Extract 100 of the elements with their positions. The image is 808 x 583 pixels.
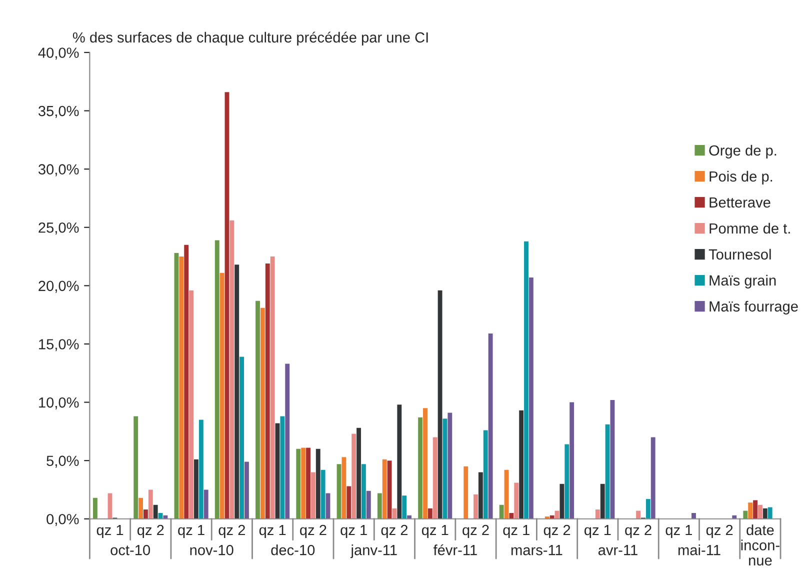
text: nov-10 bbox=[190, 544, 234, 556]
bar bbox=[306, 448, 310, 519]
bar bbox=[356, 428, 361, 519]
bar bbox=[265, 264, 270, 519]
bar bbox=[352, 434, 356, 519]
text: oct-10 bbox=[110, 544, 150, 556]
bar bbox=[423, 408, 428, 519]
x-tick-label: qz 2 bbox=[706, 524, 733, 538]
bar bbox=[595, 510, 600, 519]
x-tick-label: qz 1 bbox=[666, 525, 692, 538]
bar bbox=[646, 499, 650, 519]
x-tick-label: qz 1 bbox=[96, 525, 124, 538]
bar bbox=[488, 333, 493, 519]
bar bbox=[743, 510, 748, 519]
x-tick-label: qz 2 bbox=[625, 524, 652, 538]
bar bbox=[397, 404, 402, 519]
bar bbox=[153, 504, 158, 519]
bar bbox=[275, 423, 280, 519]
legend-label: Orge de p. bbox=[709, 144, 776, 159]
bar bbox=[474, 494, 478, 519]
legend-label: Maïs fourrage bbox=[710, 300, 798, 314]
bar bbox=[382, 459, 387, 519]
bar bbox=[138, 498, 143, 519]
text: mai-11 bbox=[678, 544, 720, 556]
bar bbox=[198, 420, 204, 519]
bar bbox=[148, 490, 153, 519]
bar bbox=[692, 513, 696, 519]
x-tick-label: qz 2 bbox=[544, 524, 570, 538]
text: avr-11 bbox=[598, 545, 638, 556]
bar bbox=[224, 92, 230, 519]
bar bbox=[92, 498, 98, 519]
bar bbox=[310, 472, 316, 519]
bar bbox=[402, 496, 407, 519]
text: janv-11 bbox=[350, 544, 397, 558]
x-tick-label: qz 1 bbox=[422, 525, 448, 538]
bar bbox=[377, 493, 382, 519]
bar bbox=[244, 462, 249, 519]
bar bbox=[346, 486, 352, 519]
x-tick-label: qz 2 bbox=[137, 524, 164, 538]
bar bbox=[189, 290, 194, 519]
bar bbox=[134, 416, 138, 519]
y-axis-title: % des surfaces de chaque culture précédée par une CI bbox=[72, 32, 428, 46]
legend-label: Betterave bbox=[710, 197, 770, 208]
bar bbox=[234, 264, 240, 519]
bar bbox=[214, 240, 220, 519]
bar bbox=[600, 484, 605, 519]
x-tick-label: date incon- nue bbox=[741, 524, 780, 566]
bar bbox=[336, 464, 342, 519]
bar bbox=[560, 484, 564, 519]
bar bbox=[174, 253, 179, 519]
y-tick-label: 10,0% bbox=[39, 397, 79, 410]
text: dec-10 bbox=[271, 544, 315, 556]
bar bbox=[528, 278, 534, 519]
bar bbox=[428, 508, 432, 519]
y-tick-label: 25,0% bbox=[38, 222, 79, 235]
bar bbox=[753, 500, 758, 519]
bar bbox=[650, 437, 656, 519]
bar bbox=[366, 490, 371, 519]
bar bbox=[240, 356, 244, 519]
bar bbox=[316, 448, 320, 519]
y-tick-label: 15,0% bbox=[39, 339, 79, 352]
y-tick-label: 30,0% bbox=[38, 164, 79, 176]
x-tick-label: qz 2 bbox=[381, 524, 408, 538]
bar bbox=[301, 448, 306, 519]
x-tick-label: qz 2 bbox=[300, 524, 326, 538]
bar bbox=[220, 272, 224, 519]
bar bbox=[464, 466, 468, 519]
bar bbox=[483, 430, 488, 519]
x-tick-label: qz 1 bbox=[340, 525, 367, 538]
bar bbox=[762, 508, 768, 519]
y-tick-label: 0,0% bbox=[46, 514, 79, 526]
bar bbox=[342, 457, 346, 519]
bar bbox=[280, 416, 285, 519]
bar bbox=[361, 464, 366, 519]
bar bbox=[320, 470, 326, 519]
x-tick-label: qz 1 bbox=[178, 525, 204, 538]
bar bbox=[499, 504, 504, 519]
bar bbox=[514, 482, 519, 519]
bar bbox=[478, 472, 483, 519]
bar bbox=[636, 510, 641, 519]
bar bbox=[296, 448, 301, 519]
bar bbox=[194, 459, 198, 519]
bar bbox=[143, 510, 148, 519]
bar bbox=[204, 490, 208, 519]
x-tick-label: qz 1 bbox=[503, 525, 530, 538]
y-tick-label: 20,0% bbox=[38, 280, 79, 293]
bar bbox=[285, 364, 290, 519]
bar bbox=[387, 460, 392, 519]
bar bbox=[392, 508, 397, 519]
legend-label: Maïs grain bbox=[710, 274, 776, 288]
bar bbox=[758, 504, 762, 519]
legend-label: Pois de p. bbox=[710, 170, 772, 185]
bar bbox=[509, 513, 514, 519]
text: mars-11 bbox=[511, 545, 562, 556]
bar bbox=[270, 256, 275, 519]
x-tick-label: qz 1 bbox=[259, 525, 286, 538]
bar bbox=[418, 417, 423, 519]
y-tick-label: 40,0% bbox=[38, 48, 79, 60]
bar bbox=[256, 300, 260, 519]
bar bbox=[605, 424, 610, 519]
